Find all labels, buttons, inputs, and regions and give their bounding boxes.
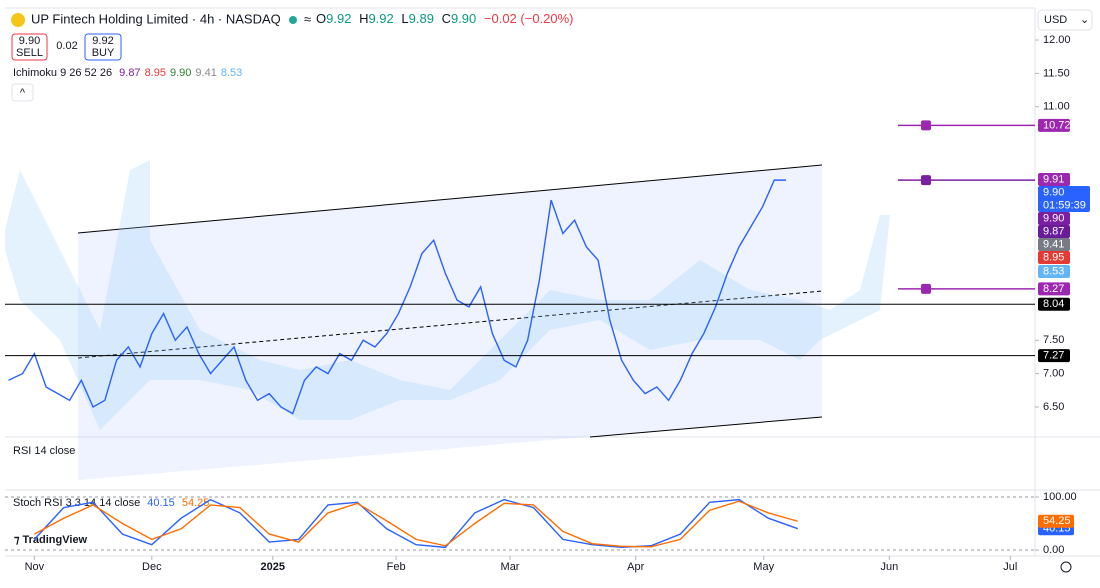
- x-tick-label: Dec: [142, 561, 162, 573]
- symbol-title: UP Fintech Holding Limited · 4h · NASDAQ: [31, 11, 281, 26]
- price-label: 9.90: [1043, 186, 1064, 198]
- watermark: ⁊ TradingView: [14, 534, 88, 546]
- change: −0.02 (−0.20%): [484, 11, 574, 26]
- channel-line: [77, 164, 823, 234]
- ohlc-label: O: [316, 11, 326, 26]
- x-tick-label: Nov: [25, 561, 45, 573]
- price-label: 8.27: [1043, 283, 1064, 295]
- channel-midline: [77, 290, 823, 359]
- settings-icon[interactable]: [1060, 561, 1072, 573]
- currency[interactable]: USD: [1044, 14, 1067, 26]
- alert-marker: [921, 175, 931, 186]
- buy-button[interactable]: [84, 33, 122, 61]
- price-label-bg: [1038, 172, 1070, 186]
- indicator-value: 9.87: [119, 67, 140, 79]
- y-tick-label: 12.00: [1043, 34, 1071, 46]
- price-label: 9.87: [1043, 225, 1064, 237]
- buy-label[interactable]: BUY: [92, 47, 115, 59]
- price-label-bg: [1038, 118, 1070, 132]
- stoch-legend: Stoch RSI 3 3 14 14 close 40.15 54.25: [13, 497, 209, 509]
- value-tag: 54.25: [1043, 515, 1071, 527]
- price-label-bg: [1038, 349, 1070, 363]
- x-tick-label: 2025: [261, 561, 285, 573]
- series-line: [34, 500, 798, 548]
- sell-button[interactable]: [11, 33, 48, 61]
- y-tick-label: 6.50: [1043, 401, 1064, 413]
- spread: 0.02: [56, 40, 77, 52]
- x-tick-label: Jun: [880, 561, 898, 573]
- y-tick-label: 0.00: [1043, 544, 1064, 556]
- legend-entry: 54.25: [182, 497, 210, 509]
- ohlc-label: C: [442, 11, 451, 26]
- price-label-bg: [1038, 224, 1070, 238]
- alert-marker: [921, 283, 931, 294]
- indicator-value: 9.90: [170, 67, 191, 79]
- channel-fill: [78, 165, 822, 480]
- y-tick-label: 7.00: [1043, 368, 1064, 380]
- currency-button[interactable]: [1037, 9, 1093, 31]
- ohlc-label: H: [359, 11, 368, 26]
- ohlc-value: 9.89: [409, 11, 434, 26]
- y-tick-label: 7.50: [1043, 334, 1064, 346]
- x-tick-label: Mar: [501, 561, 520, 573]
- y-tick-label: 11.00: [1043, 101, 1070, 113]
- ohlc-value: 9.90: [451, 11, 476, 26]
- price-label-bg: [1038, 185, 1090, 212]
- price-label-bg: [1038, 282, 1070, 296]
- rsi-legend: RSI 14 close: [13, 445, 75, 457]
- ohlc-label: L: [401, 11, 408, 26]
- series-line: [8, 179, 787, 415]
- price-label-bg: [1038, 297, 1070, 311]
- collapse-button[interactable]: [11, 83, 34, 102]
- price-label: 9.90: [1043, 212, 1064, 224]
- channel-line: [589, 416, 823, 438]
- countdown: 01:59:39: [1043, 199, 1086, 211]
- status-icon: ≈: [304, 11, 311, 26]
- price-label: 9.41: [1043, 238, 1064, 250]
- status-dot: [289, 16, 297, 24]
- y-tick-label: 11.50: [1043, 67, 1070, 79]
- x-tick-label: May: [753, 561, 774, 573]
- ohlc-value: 9.92: [326, 11, 351, 26]
- x-tick-label: Jul: [1003, 561, 1017, 573]
- price-label: 10.72: [1043, 119, 1071, 131]
- indicator-value: 8.53: [221, 67, 242, 79]
- sell-label[interactable]: SELL: [16, 47, 43, 59]
- y-tick-label: 100.00: [1043, 491, 1077, 503]
- indicator-name: Stoch RSI 3 3 14 14 close: [13, 497, 140, 509]
- currency-caret[interactable]: ⌄: [1080, 14, 1089, 26]
- buy-price[interactable]: 9.92: [92, 35, 113, 47]
- ohlc-value: 9.92: [368, 11, 393, 26]
- price-label: 7.27: [1043, 350, 1064, 362]
- price-label-bg: [1038, 211, 1070, 225]
- collapse-icon[interactable]: ^: [20, 87, 26, 99]
- symbol-logo: [11, 13, 25, 27]
- value-tag-bg: [1038, 514, 1074, 528]
- price-label-bg: [1038, 250, 1070, 264]
- price-label-bg: [1038, 265, 1070, 279]
- x-tick-label: Feb: [387, 561, 406, 573]
- price-label-bg: [1038, 237, 1070, 251]
- price-label: 8.95: [1043, 251, 1064, 263]
- sell-price[interactable]: 9.90: [19, 35, 40, 47]
- indicator-value: 8.95: [145, 67, 166, 79]
- ohlc: O9.92 H9.92 L9.89 C9.90 −0.02 (−0.20%): [316, 11, 574, 26]
- legend-entry: 40.15: [147, 497, 175, 509]
- indicator-value: 9.41: [195, 67, 216, 79]
- x-tick-label: Apr: [627, 561, 644, 573]
- price-label: 9.91: [1043, 173, 1064, 185]
- ichimoku-legend: Ichimoku 9 26 52 26 9.87 8.95 9.90 9.41 8.53: [13, 67, 242, 79]
- ichimoku-cloud: [5, 160, 890, 430]
- price-label: 8.04: [1043, 298, 1064, 310]
- indicator-name: Ichimoku 9 26 52 26: [13, 67, 112, 79]
- price-label: 8.53: [1043, 265, 1064, 277]
- alert-marker: [921, 120, 931, 131]
